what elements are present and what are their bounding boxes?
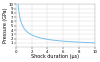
X-axis label: Shock duration (μs): Shock duration (μs) xyxy=(31,54,79,59)
Y-axis label: Pressure (GPa): Pressure (GPa) xyxy=(3,8,8,43)
